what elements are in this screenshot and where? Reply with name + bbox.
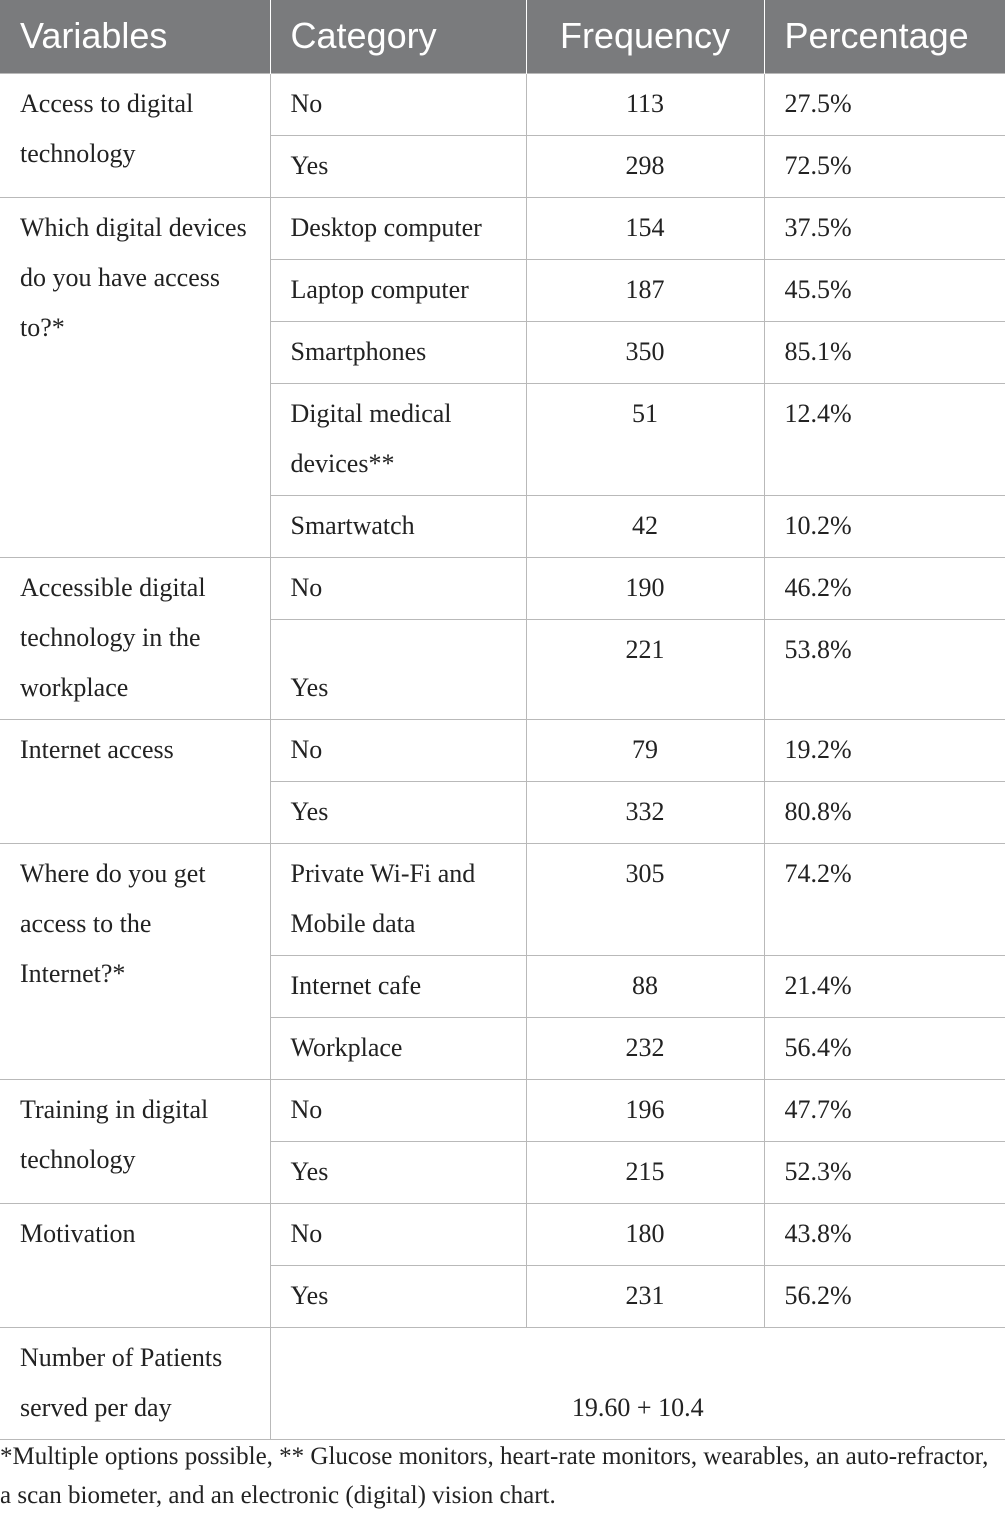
category-cell: Yes xyxy=(270,1264,527,1328)
variable-cell: Number of Patients served per day xyxy=(0,1326,271,1440)
frequency-cell: 350 xyxy=(525,320,765,384)
category-cell: Digital medical devices** xyxy=(270,382,527,496)
percentage-cell: 21.4% xyxy=(763,954,1005,1018)
percentage-cell: 46.2% xyxy=(763,556,1005,620)
percentage-cell: 72.5% xyxy=(763,134,1005,198)
frequency-cell: 215 xyxy=(525,1140,765,1204)
variable-cell: Which digital devices do you have access… xyxy=(0,196,271,558)
frequency-cell: 42 xyxy=(525,494,765,558)
variable-cell: Where do you get access to the Internet?… xyxy=(0,842,271,1080)
variable-cell: Training in digital technology xyxy=(0,1078,271,1204)
percentage-cell: 45.5% xyxy=(763,258,1005,322)
percentage-cell: 12.4% xyxy=(763,382,1005,496)
frequency-cell: 51 xyxy=(525,382,765,496)
percentage-cell: 53.8% xyxy=(763,618,1005,720)
frequency-cell: 196 xyxy=(525,1078,765,1142)
category-cell: Yes xyxy=(270,1140,527,1204)
category-cell: Private Wi-Fi and Mobile data xyxy=(269,842,527,956)
percentage-cell: 37.5% xyxy=(763,196,1005,260)
frequency-cell: 298 xyxy=(525,134,765,198)
table-row: Training in digital technology No 196 47… xyxy=(0,1078,1005,1204)
percentage-cell: 43.8% xyxy=(763,1202,1005,1266)
percentage-cell: 56.2% xyxy=(763,1264,1005,1328)
frequency-cell: 187 xyxy=(525,258,765,322)
category-cell: No xyxy=(269,556,527,620)
variable-cell: Motivation xyxy=(0,1202,271,1328)
frequency-cell: 232 xyxy=(525,1016,765,1080)
frequency-cell: 221 xyxy=(525,618,765,720)
header-row: Variables Category Frequency Percentage xyxy=(0,0,1005,73)
variable-cell: Accessible digital technology in the wor… xyxy=(0,556,271,720)
table-row: Yes 332 80.8% xyxy=(0,780,1005,844)
percentage-cell: 19.2% xyxy=(763,718,1005,782)
table-row: Motivation No 180 43.8% xyxy=(0,1202,1005,1328)
table-row: Yes 221 53.8% xyxy=(0,618,1005,720)
table-row: Yes 215 52.3% xyxy=(0,1140,1005,1204)
category-cell: Yes xyxy=(270,618,527,720)
table-row: Laptop computer 187 45.5% xyxy=(0,258,1005,322)
header-percentage: Percentage xyxy=(763,0,1005,73)
table-row: Internet access No 79 19.2% xyxy=(0,718,1005,844)
category-cell: No xyxy=(269,72,527,136)
frequency-cell: 231 xyxy=(525,1264,765,1328)
table-row: Yes 231 56.2% xyxy=(0,1264,1005,1328)
frequency-cell: 154 xyxy=(525,196,765,260)
category-cell: Laptop computer xyxy=(270,258,527,322)
frequency-cell: 113 xyxy=(525,72,765,136)
digital-technology-table: Variables Category Frequency Percentage … xyxy=(0,0,1005,1440)
summary-value: 19.60 + 10.4 xyxy=(269,1326,1005,1440)
table-row: Internet cafe 88 21.4% xyxy=(0,954,1005,1018)
category-cell: Workplace xyxy=(270,1016,527,1080)
table-row: Smartphones 350 85.1% xyxy=(0,320,1005,384)
percentage-cell: 27.5% xyxy=(763,72,1005,136)
header-variables: Variables xyxy=(0,0,270,73)
table-row: Access to digital technology No 113 27.5… xyxy=(0,72,1005,198)
percentage-cell: 80.8% xyxy=(763,780,1005,844)
percentage-cell: 52.3% xyxy=(763,1140,1005,1204)
frequency-cell: 305 xyxy=(525,842,765,956)
category-cell: Smartwatch xyxy=(270,494,527,558)
category-cell: Smartphones xyxy=(270,320,527,384)
table-row: Workplace 232 56.4% xyxy=(0,1016,1005,1080)
percentage-cell: 56.4% xyxy=(763,1016,1005,1080)
category-cell: No xyxy=(269,1078,527,1142)
frequency-cell: 88 xyxy=(525,954,765,1018)
category-cell: Internet cafe xyxy=(270,954,527,1018)
frequency-cell: 79 xyxy=(525,718,765,782)
table-row: Accessible digital technology in the wor… xyxy=(0,556,1005,720)
frequency-cell: 190 xyxy=(525,556,765,620)
percentage-cell: 74.2% xyxy=(763,842,1005,956)
header-frequency: Frequency xyxy=(525,0,764,73)
category-cell: No xyxy=(269,1202,527,1266)
variable-cell: Access to digital technology xyxy=(0,72,271,198)
category-cell: No xyxy=(269,718,527,782)
summary-row: Number of Patients served per day 19.60 … xyxy=(0,1326,1005,1440)
frequency-cell: 180 xyxy=(525,1202,765,1266)
percentage-cell: 47.7% xyxy=(763,1078,1005,1142)
table-row: Digital medical devices** 51 12.4% xyxy=(0,382,1005,496)
category-cell: Yes xyxy=(270,780,527,844)
table-footnote: *Multiple options possible, ** Glucose m… xyxy=(0,1443,989,1509)
percentage-cell: 10.2% xyxy=(763,494,1005,558)
header-category: Category xyxy=(269,0,526,73)
percentage-cell: 85.1% xyxy=(763,320,1005,384)
frequency-cell: 332 xyxy=(525,780,765,844)
table-row: Yes 298 72.5% xyxy=(0,134,1005,198)
variable-cell: Internet access xyxy=(0,718,271,844)
table-row: Where do you get access to the Internet?… xyxy=(0,842,1005,1080)
category-cell: Desktop computer xyxy=(269,196,527,260)
table-row: Which digital devices do you have access… xyxy=(0,196,1005,558)
category-cell: Yes xyxy=(270,134,527,198)
